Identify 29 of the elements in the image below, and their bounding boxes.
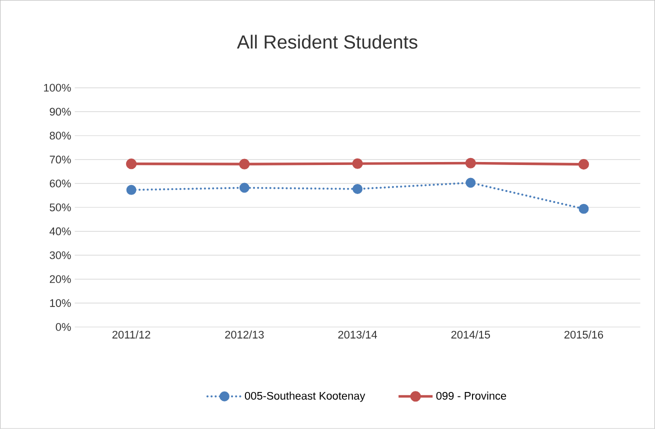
legend-label: 005-Southeast Kootenay	[244, 392, 366, 402]
chart-title: All Resident Students	[236, 34, 418, 49]
x-tick-label: 2012/13	[225, 330, 264, 339]
y-tick-label: 0%	[56, 323, 71, 331]
point	[578, 204, 589, 214]
y-tick-label: 10%	[50, 299, 71, 308]
x-tick-label: 2013/14	[338, 330, 378, 339]
x-tick-label: 2014/15	[451, 330, 490, 339]
y-tick-label: 90%	[50, 108, 71, 116]
y-tick-label: 100%	[44, 84, 71, 92]
y-tick-label: 40%	[50, 228, 71, 236]
y-tick-label: 60%	[50, 180, 71, 188]
point	[239, 158, 250, 170]
y-tick-label: 30%	[50, 251, 71, 260]
point	[465, 158, 476, 169]
y-tick-label: 70%	[50, 156, 71, 164]
point	[126, 185, 136, 196]
x-tick-label: 2011/12	[112, 330, 150, 339]
point	[352, 158, 363, 170]
point	[126, 158, 137, 170]
point	[578, 159, 590, 170]
point	[466, 178, 476, 188]
y-tick-label: 50%	[50, 204, 71, 212]
legend-label: 099 - Province	[436, 392, 506, 400]
point	[239, 182, 250, 193]
x-tick-label: 2015/16	[564, 330, 604, 339]
y-tick-label: 20%	[50, 275, 71, 284]
point	[352, 184, 363, 194]
y-tick-label: 80%	[50, 132, 71, 140]
